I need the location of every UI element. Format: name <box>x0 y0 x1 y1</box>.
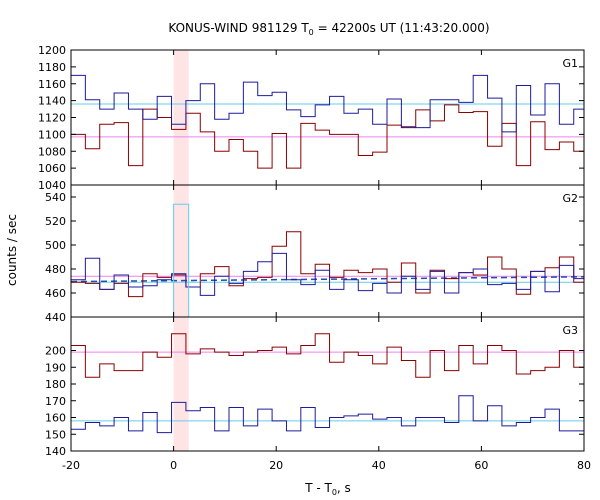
x-tick-label: 40 <box>372 459 386 472</box>
x-tick-label: 20 <box>269 459 283 472</box>
y-tick-label: 1180 <box>38 61 66 74</box>
panel-frame <box>70 49 585 186</box>
y-tick-label: 1060 <box>38 162 66 175</box>
y-axis-label: counts / sec <box>5 214 19 286</box>
y-tick-label: 1080 <box>38 145 66 158</box>
y-tick-label: 190 <box>45 361 66 374</box>
y-tick-label: 140 <box>45 445 66 458</box>
y-tick-label: 170 <box>45 395 66 408</box>
x-tick-label: 60 <box>474 459 488 472</box>
series-line <box>71 231 584 298</box>
y-tick-label: 160 <box>45 412 66 425</box>
series-line <box>173 203 190 317</box>
series-group <box>71 333 584 434</box>
y-tick-label: 1100 <box>38 128 66 141</box>
interval-shade <box>173 317 189 451</box>
series-group <box>71 74 584 169</box>
fit-dashed-line <box>70 276 585 283</box>
panel-frame <box>70 184 585 318</box>
interval-shade <box>173 50 189 185</box>
y-tick-label: 500 <box>45 239 66 252</box>
panel-g2: 440 460 480 500 520 540 G2 <box>45 184 585 324</box>
interval-shade <box>173 185 189 317</box>
series-group <box>71 203 584 317</box>
y-axis: 1040 1060 1080 1100 1120 1140 1160 1180 1200 <box>38 44 584 192</box>
y-tick-label: 1140 <box>38 95 66 108</box>
y-tick-label: 540 <box>45 191 66 204</box>
plot-area: 1040 1060 1080 1100 1120 1140 1160 1180 1200 G1 44… <box>38 44 591 472</box>
y-tick-label: 1160 <box>38 78 66 91</box>
panel-label: G1 <box>562 57 578 70</box>
y-tick-label: 440 <box>45 311 66 324</box>
panel-label: G2 <box>562 192 578 205</box>
y-tick-label: 1040 <box>38 179 66 192</box>
y-tick-label: 480 <box>45 263 66 276</box>
y-tick-label: 1200 <box>38 44 66 57</box>
x-tick-label: -20 <box>62 459 80 472</box>
y-tick-label: 200 <box>45 345 66 358</box>
x-tick-label: 80 <box>577 459 591 472</box>
panel-label: G3 <box>562 324 578 337</box>
panel-g3: 140 150 160 170 180 190 200 G3 <box>45 316 585 458</box>
series-line <box>71 252 584 296</box>
series-line <box>71 395 584 434</box>
series-line <box>71 74 584 133</box>
y-tick-label: 460 <box>45 287 66 300</box>
y-axis: 140 150 160 170 180 190 200 <box>45 345 584 458</box>
x-axis: -20 0 20 40 60 80 <box>62 459 591 472</box>
series-line <box>71 333 584 378</box>
y-tick-label: 1120 <box>38 112 66 125</box>
x-axis-label: T - T0, s <box>304 481 351 497</box>
panel-g1: 1040 1060 1080 1100 1120 1140 1160 1180 1200 G1 <box>38 44 585 192</box>
x-tick-label: 0 <box>170 459 177 472</box>
y-axis: 440 460 480 500 520 540 <box>45 191 584 324</box>
y-tick-label: 180 <box>45 378 66 391</box>
y-tick-label: 520 <box>45 215 66 228</box>
chart-title: KONUS-WIND 981129 T0 = 42200s UT (11:43:… <box>168 21 489 37</box>
panel-frame <box>70 316 585 452</box>
y-tick-label: 150 <box>45 428 66 441</box>
